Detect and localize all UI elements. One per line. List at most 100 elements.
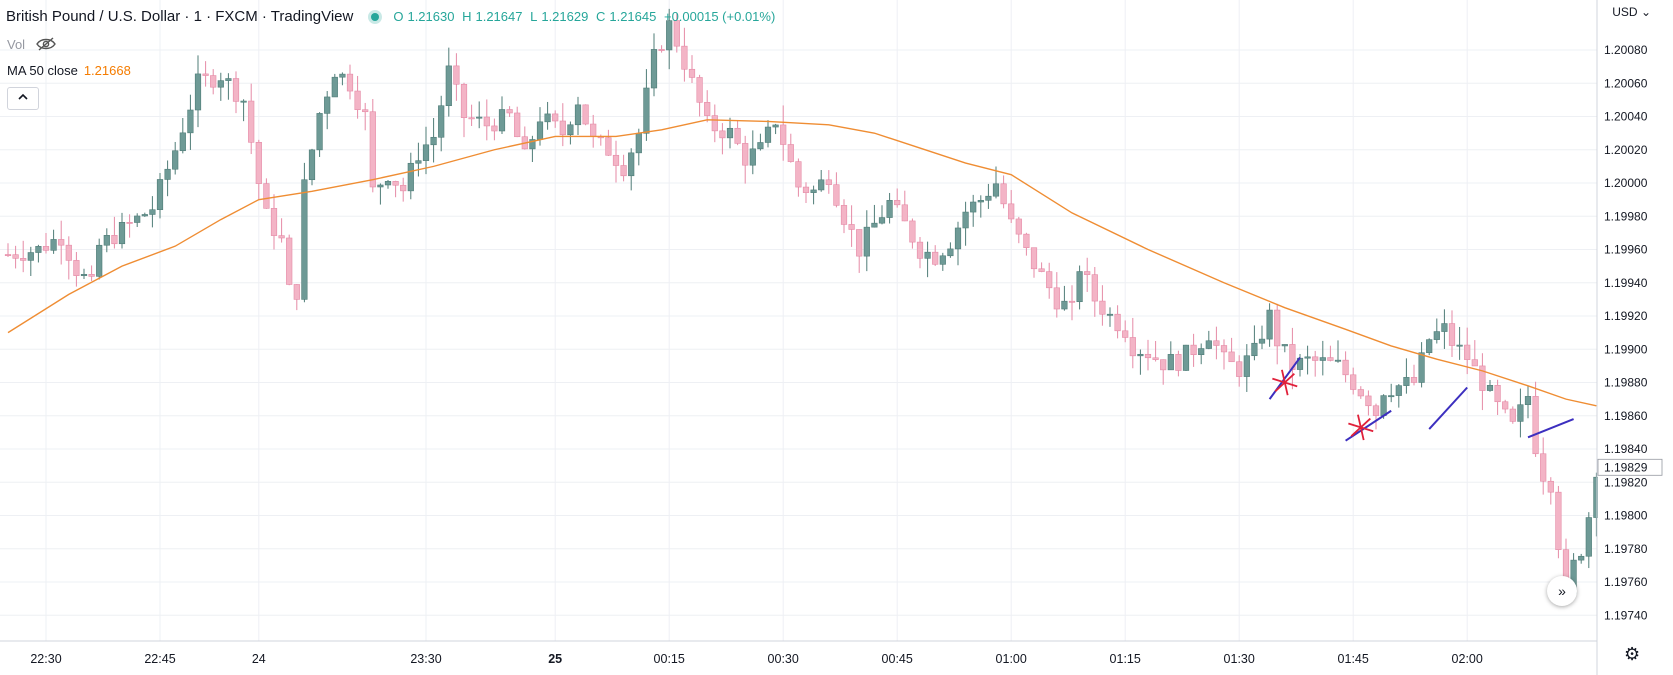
currency-selector[interactable]: USD ⌄ — [1612, 5, 1651, 19]
x-tick-label: 22:45 — [144, 652, 175, 666]
candle — [742, 135, 749, 184]
candle — [1266, 303, 1273, 347]
candle — [772, 123, 779, 135]
candle — [590, 114, 597, 148]
candle — [1015, 216, 1022, 244]
candle — [1175, 350, 1182, 377]
candle — [635, 128, 642, 166]
candle — [1479, 353, 1486, 411]
volume-indicator[interactable]: Vol — [7, 36, 57, 52]
y-tick-label: 1.20040 — [1604, 110, 1648, 124]
candle — [696, 74, 703, 117]
candle — [286, 234, 293, 286]
y-tick-label: 1.20020 — [1604, 143, 1648, 157]
high-value: 1.21647 — [475, 9, 523, 24]
y-tick-label: 1.19920 — [1604, 309, 1648, 323]
eye-off-icon[interactable] — [35, 36, 57, 52]
candle — [1502, 399, 1509, 414]
star-marker-drawing[interactable] — [1272, 369, 1298, 396]
candle — [1091, 267, 1098, 317]
candle — [80, 268, 88, 280]
candle — [1312, 350, 1319, 377]
candle — [1342, 351, 1349, 383]
chart-grid — [0, 0, 1597, 641]
candle — [1198, 343, 1205, 365]
candle — [612, 140, 620, 183]
candle — [217, 72, 224, 101]
candle — [1243, 344, 1250, 392]
candle — [172, 141, 179, 175]
drawing-annotations[interactable] — [1268, 356, 1574, 442]
candle — [232, 71, 240, 114]
candle — [932, 245, 939, 266]
candle — [1251, 325, 1258, 361]
candle — [407, 152, 414, 200]
x-tick-label: 01:45 — [1338, 652, 1369, 666]
candle — [430, 117, 437, 163]
candle — [301, 162, 308, 303]
candle — [1236, 355, 1243, 387]
candle — [308, 148, 316, 186]
change-value: +0.00015 (+0.01%) — [663, 9, 776, 24]
moving-average-line — [7, 119, 1597, 407]
candle — [1357, 386, 1364, 399]
candle — [886, 192, 893, 224]
star-marker-drawing[interactable] — [1348, 414, 1374, 441]
candle — [506, 106, 513, 117]
x-tick-label: 23:30 — [410, 652, 441, 666]
candle — [521, 126, 528, 150]
candle — [514, 106, 521, 138]
candle — [1319, 340, 1326, 376]
candle — [1205, 330, 1212, 350]
candle — [1076, 265, 1083, 310]
candle — [422, 126, 430, 175]
market-status-icon — [371, 12, 380, 21]
x-tick-label: 00:45 — [882, 652, 913, 666]
candle — [118, 212, 126, 249]
candle — [726, 117, 734, 149]
candle — [1220, 339, 1228, 370]
x-tick-label: 22:30 — [30, 652, 61, 666]
candle — [1038, 262, 1045, 273]
scroll-to-realtime-button[interactable]: » — [1547, 576, 1577, 606]
candle — [1099, 285, 1106, 326]
gear-icon[interactable]: ⚙ — [1624, 644, 1641, 664]
ma-indicator[interactable]: MA 50 close 1.21668 — [7, 63, 131, 78]
candle — [1258, 325, 1266, 350]
trend-line-drawing[interactable] — [1428, 386, 1468, 430]
trend-line-drawing[interactable] — [1527, 418, 1574, 439]
y-tick-label: 1.20080 — [1604, 43, 1648, 57]
candle — [392, 180, 399, 198]
candle — [58, 220, 65, 265]
candle — [134, 213, 141, 227]
candle — [270, 194, 278, 250]
candle — [1456, 326, 1463, 360]
candle — [202, 61, 209, 87]
y-tick-label: 1.20060 — [1604, 76, 1648, 90]
candle — [453, 53, 460, 101]
candle — [1114, 305, 1121, 339]
candle — [103, 228, 110, 253]
candle — [810, 185, 817, 205]
currency-label: USD — [1612, 5, 1638, 19]
candle — [552, 110, 559, 128]
candle — [970, 194, 977, 227]
trend-line-drawing[interactable] — [1268, 356, 1301, 400]
trend-line-drawing[interactable] — [1345, 409, 1392, 442]
candle — [787, 133, 794, 163]
candle — [179, 118, 186, 154]
candle — [719, 123, 726, 155]
candle — [483, 99, 490, 141]
candle — [476, 101, 483, 129]
candle — [1486, 380, 1494, 392]
x-tick-label: 01:15 — [1110, 652, 1141, 666]
candle — [1334, 340, 1342, 363]
candle — [73, 252, 80, 287]
candle — [1426, 338, 1433, 356]
candle — [20, 240, 27, 273]
candle — [1129, 317, 1136, 369]
collapse-legend-button[interactable] — [7, 87, 39, 110]
candle — [141, 212, 148, 217]
